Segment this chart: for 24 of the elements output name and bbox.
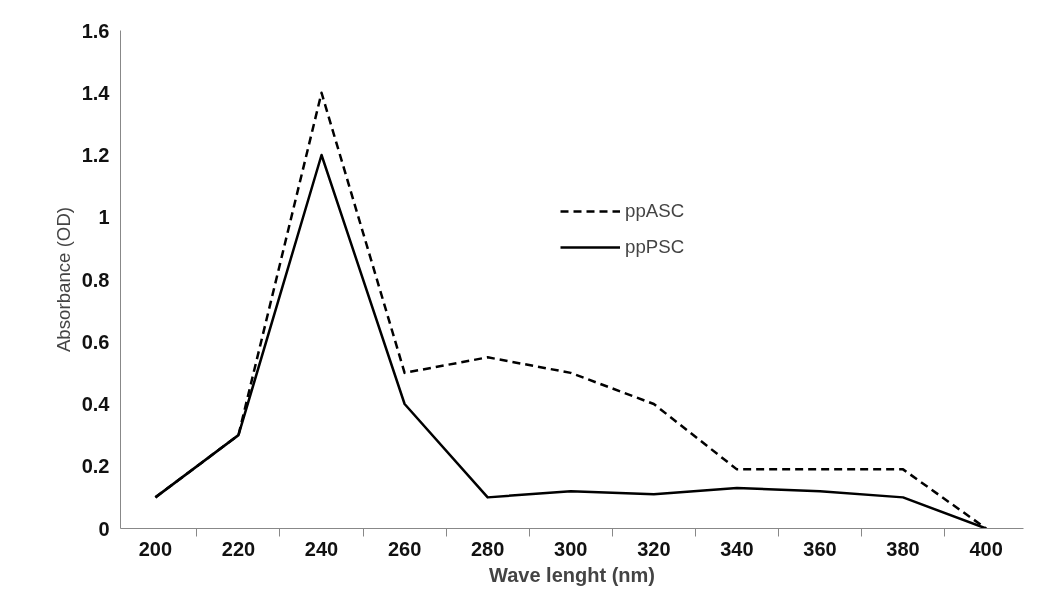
x-tick-label: 280 [471, 537, 505, 560]
y-tick-label: 0.4 [81, 393, 111, 415]
y-tick-label: 0 [98, 517, 110, 540]
legend-label: ppPSC [625, 236, 685, 258]
y-axis-title: Absorbance (OD) [52, 206, 74, 353]
x-axis-title: Wave lenght (nm) [489, 563, 655, 586]
y-tick-label: 0.8 [81, 268, 110, 291]
y-tick-label: 1 [98, 206, 110, 229]
x-tick-label: 300 [554, 537, 588, 560]
x-tick-label: 240 [304, 537, 339, 560]
x-tick-label: 360 [803, 537, 837, 560]
x-tick-label: 380 [886, 537, 920, 560]
x-tick-label: 320 [637, 537, 671, 560]
x-tick-label: 200 [138, 537, 173, 560]
x-tick-label: 400 [969, 537, 1003, 560]
y-tick-label: 1.6 [81, 19, 110, 42]
y-tick-label: 1.2 [81, 144, 110, 166]
y-tick-label: 0.2 [81, 455, 110, 478]
x-tick-label: 340 [720, 537, 754, 560]
y-tick-label: 1.4 [81, 81, 111, 104]
legend-label: ppASC [625, 200, 685, 222]
y-tick-label: 0.6 [81, 330, 110, 353]
x-tick-label: 220 [221, 537, 256, 560]
x-tick-label: 260 [387, 537, 422, 560]
